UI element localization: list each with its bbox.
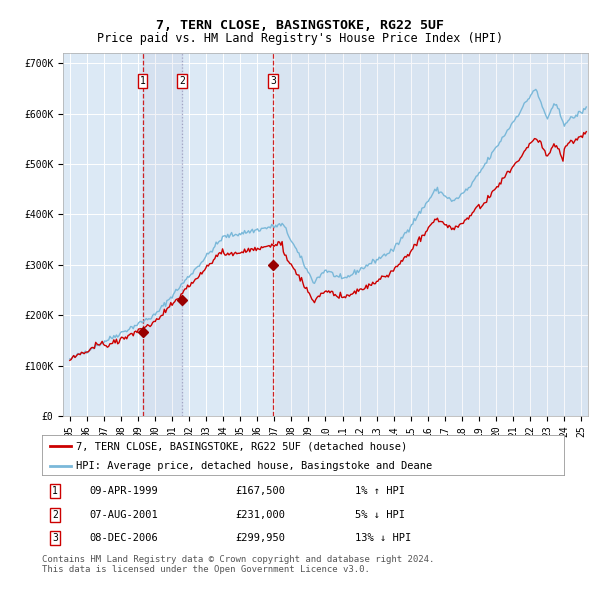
Text: 3: 3: [271, 76, 276, 86]
Text: 1% ↑ HPI: 1% ↑ HPI: [355, 486, 405, 496]
Text: Contains HM Land Registry data © Crown copyright and database right 2024.
This d: Contains HM Land Registry data © Crown c…: [42, 555, 434, 574]
Text: 5% ↓ HPI: 5% ↓ HPI: [355, 510, 405, 520]
Text: 7, TERN CLOSE, BASINGSTOKE, RG22 5UF: 7, TERN CLOSE, BASINGSTOKE, RG22 5UF: [156, 19, 444, 32]
Text: £167,500: £167,500: [235, 486, 285, 496]
Text: 09-APR-1999: 09-APR-1999: [89, 486, 158, 496]
Text: 7, TERN CLOSE, BASINGSTOKE, RG22 5UF (detached house): 7, TERN CLOSE, BASINGSTOKE, RG22 5UF (de…: [76, 441, 407, 451]
Text: HPI: Average price, detached house, Basingstoke and Deane: HPI: Average price, detached house, Basi…: [76, 461, 432, 471]
Bar: [143, 53, 182, 416]
Text: Price paid vs. HM Land Registry's House Price Index (HPI): Price paid vs. HM Land Registry's House …: [97, 32, 503, 45]
Bar: [274, 53, 588, 416]
Text: 1: 1: [140, 76, 146, 86]
Text: 07-AUG-2001: 07-AUG-2001: [89, 510, 158, 520]
Text: 08-DEC-2006: 08-DEC-2006: [89, 533, 158, 543]
Text: 2: 2: [179, 76, 185, 86]
Text: 1: 1: [52, 486, 58, 496]
Text: £231,000: £231,000: [235, 510, 285, 520]
Text: 2: 2: [52, 510, 58, 520]
Text: 13% ↓ HPI: 13% ↓ HPI: [355, 533, 412, 543]
Text: 3: 3: [52, 533, 58, 543]
Text: £299,950: £299,950: [235, 533, 285, 543]
